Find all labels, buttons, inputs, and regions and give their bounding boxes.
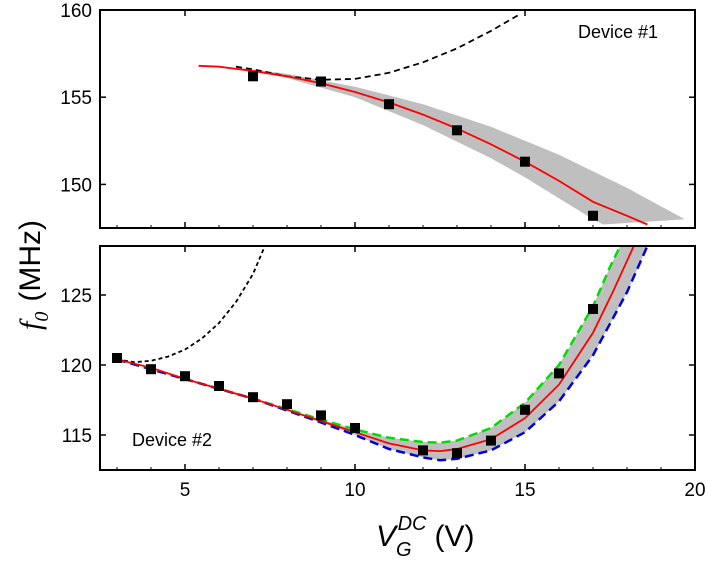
- device-2-upper-dashed-curve: [116, 246, 622, 444]
- device-1-axes: 150 155 160: [60, 1, 696, 228]
- y-axis-label-sub: 0: [31, 312, 53, 322]
- device-2-axes: 5 10 15 20 115 120 125: [60, 246, 706, 501]
- y-axis-label: f0(MHz): [14, 220, 53, 330]
- device-1-data-point: [316, 76, 326, 87]
- device-2-annotation: Device #2: [132, 430, 212, 450]
- x-axis-label-unit: (V): [434, 520, 474, 553]
- device-2-fit-curve: [116, 246, 635, 453]
- device-2-frame: [99, 245, 696, 471]
- device-2-data-point: [554, 368, 564, 379]
- panel-device-1: Device #1 150 155 160: [60, 1, 696, 229]
- device-2-plot-area: [112, 246, 649, 462]
- device-2-data-point: [214, 381, 224, 391]
- x-axis-label-main: V: [376, 520, 399, 553]
- device-1-frame: [99, 9, 696, 229]
- device-2-data-point: [418, 445, 428, 456]
- device-2-x-tick-label: 10: [344, 480, 365, 501]
- device-1-y-tick-label: 155: [60, 88, 92, 109]
- device-1-data-point: [248, 71, 258, 82]
- x-axis-label-sup: DC: [398, 513, 427, 535]
- device-1-data-point: [588, 210, 598, 221]
- device-2-lower-dashed-curve: [116, 246, 649, 462]
- device-2-black-dashed-curve: [116, 246, 266, 364]
- device-2-x-tick-label: 20: [684, 480, 705, 501]
- device-1-dashed-curve: [235, 14, 519, 81]
- device-2-data-point: [248, 392, 258, 403]
- device-2-data-point: [486, 435, 496, 446]
- device-2-data-point: [520, 404, 530, 415]
- device-1-fit-curve: [198, 64, 648, 226]
- device-1-data-point: [384, 99, 394, 110]
- device-2-y-tick-label: 115: [62, 426, 92, 447]
- device-1-marks: [198, 14, 685, 226]
- device-2-marks: [112, 246, 649, 462]
- x-axis-label-sub: G: [396, 539, 412, 561]
- device-1-data-point: [520, 156, 530, 167]
- device-1-data-point: [452, 125, 462, 136]
- device-2-data-point: [350, 423, 360, 433]
- x-axis-label: VG DC (V): [376, 513, 474, 561]
- device-2-x-tick-label: 5: [180, 480, 191, 501]
- device-2-data-point: [146, 364, 156, 375]
- device-2-x-tick-label: 15: [514, 480, 535, 501]
- device-2-data-point: [452, 448, 462, 459]
- device-2-data-point: [112, 353, 122, 363]
- device-1-uncertainty-band: [236, 67, 685, 225]
- device-2-uncertainty-band: [117, 246, 648, 461]
- device-2-data-point: [180, 371, 190, 382]
- device-1-y-tick-label: 160: [60, 1, 92, 22]
- y-axis-label-unit: (MHz): [14, 220, 47, 302]
- panel-device-2: Device #2 5 10 15 20 115 120 125: [60, 245, 706, 501]
- device-1-annotation: Device #1: [578, 22, 658, 42]
- device-1-plot-area: [198, 14, 685, 226]
- device-2-data-point: [588, 304, 598, 314]
- device-2-y-tick-label: 120: [60, 356, 92, 377]
- device-2-data-point: [282, 399, 292, 410]
- device-1-y-tick-label: 150: [60, 175, 92, 196]
- device-2-data-point: [316, 410, 326, 421]
- device-2-y-tick-label: 125: [60, 286, 92, 307]
